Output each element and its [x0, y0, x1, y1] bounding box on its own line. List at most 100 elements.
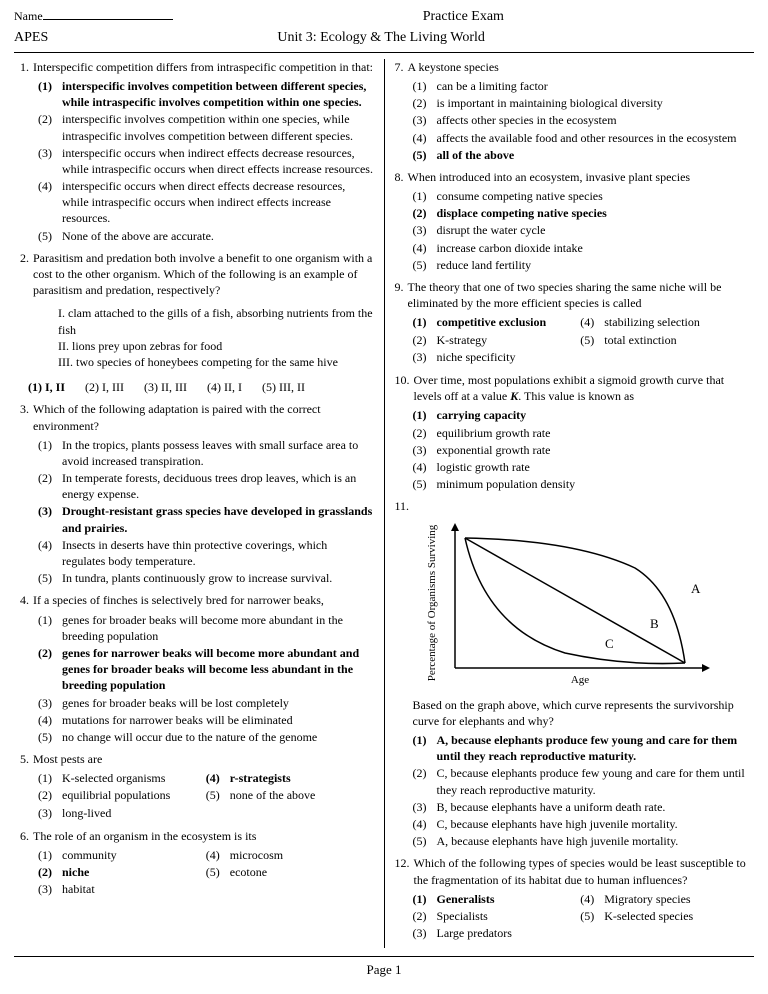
q7-o4n: (4)	[413, 130, 437, 146]
q9-o3: niche specificity	[437, 349, 581, 365]
q12-o2n: (2)	[413, 908, 437, 924]
q4-o3: genes for broader beaks will be lost com…	[62, 695, 374, 711]
q11-num: 11.	[395, 498, 414, 514]
q5-o4n: (4)	[206, 770, 230, 786]
q8-stem: When introduced into an ecosystem, invas…	[408, 169, 749, 185]
q8-o5n: (5)	[413, 257, 437, 273]
question-3: 3.Which of the following adaptation is p…	[20, 401, 374, 586]
q2-a3n: (3)	[144, 380, 158, 394]
q5-o5n: (5)	[206, 787, 230, 803]
q9-o3n: (3)	[413, 349, 437, 365]
q3-o1: In the tropics, plants possess leaves wi…	[62, 437, 374, 469]
q9-stem: The theory that one of two species shari…	[408, 279, 749, 311]
graph-label-c: C	[605, 636, 614, 651]
q5-num: 5.	[20, 751, 33, 767]
q2-stem: Parasitism and predation both involve a …	[33, 250, 374, 299]
q3-o4: Insects in deserts have thin protective …	[62, 537, 374, 569]
graph-label-b: B	[650, 616, 659, 631]
q7-o2: is important in maintaining biological d…	[437, 95, 749, 111]
q11-o2n: (2)	[413, 765, 437, 797]
q8-o1n: (1)	[413, 188, 437, 204]
q2-a2: I, III	[102, 380, 124, 394]
q8-o1: consume competing native species	[437, 188, 749, 204]
q4-o1n: (1)	[38, 612, 62, 644]
content-columns: 1.Interspecific competition differs from…	[14, 59, 754, 949]
q6-o2: niche	[62, 864, 206, 880]
q1-o3n: (3)	[38, 145, 62, 177]
q8-o2n: (2)	[413, 205, 437, 221]
q10-o1: carrying capacity	[437, 407, 749, 423]
q11-o5n: (5)	[413, 833, 437, 849]
q12-o1: Generalists	[437, 891, 581, 907]
q9-o2n: (2)	[413, 332, 437, 348]
q5-o2: equilibrial populations	[62, 787, 206, 803]
q6-o3n: (3)	[38, 881, 62, 897]
graph-xlabel: Age	[570, 674, 588, 686]
graph-label-a: A	[691, 581, 701, 596]
q10-o3n: (3)	[413, 442, 437, 458]
q4-o1: genes for broader beaks will become more…	[62, 612, 374, 644]
q3-o5n: (5)	[38, 570, 62, 586]
q7-o3n: (3)	[413, 112, 437, 128]
q1-o1n: (1)	[38, 78, 62, 110]
q7-num: 7.	[395, 59, 408, 75]
page-footer: Page 1	[14, 961, 754, 979]
q6-o5n: (5)	[206, 864, 230, 880]
name-label: Name	[14, 9, 43, 23]
q12-o4: Migratory species	[604, 891, 748, 907]
question-4: 4.If a species of finches is selectively…	[20, 592, 374, 745]
question-8: 8.When introduced into an ecosystem, inv…	[395, 169, 749, 273]
q7-stem: A keystone species	[408, 59, 749, 75]
q11-stem2: Based on the graph above, which curve re…	[395, 697, 749, 729]
q3-o1n: (1)	[38, 437, 62, 469]
q3-o5: In tundra, plants continuously grow to i…	[62, 570, 374, 586]
q5-o5: none of the above	[230, 787, 374, 803]
header-row-1: Name Practice Exam	[14, 8, 754, 27]
q2-r3: III. two species of honeybees competing …	[58, 354, 374, 370]
q3-o3n: (3)	[38, 503, 62, 535]
q10-o4n: (4)	[413, 459, 437, 475]
q7-o3: affects other species in the ecosystem	[437, 112, 749, 128]
q2-a3: II, III	[161, 380, 187, 394]
q8-o4: increase carbon dioxide intake	[437, 240, 749, 256]
question-5: 5.Most pests are (1)K-selected organisms…	[20, 751, 374, 822]
question-6: 6.The role of an organism in the ecosyst…	[20, 828, 374, 899]
q11-o1: A, because elephants produce few young a…	[437, 732, 749, 764]
q1-o2: interspecific involves competition withi…	[62, 111, 374, 143]
q11-o3n: (3)	[413, 799, 437, 815]
q4-o5: no change will occur due to the nature o…	[62, 729, 374, 745]
right-column: 7.A keystone species (1)can be a limitin…	[385, 59, 755, 949]
question-1: 1.Interspecific competition differs from…	[20, 59, 374, 244]
q4-o4n: (4)	[38, 712, 62, 728]
q1-o2n: (2)	[38, 111, 62, 143]
question-10: 10. Over time, most populations exhibit …	[395, 372, 749, 492]
q3-o3: Drought-resistant grass species have dev…	[62, 503, 374, 535]
q12-o3: Large predators	[437, 925, 581, 941]
practice-exam-title: Practice Exam	[173, 8, 754, 27]
q10-o5n: (5)	[413, 476, 437, 492]
q2-a5: III, II	[279, 380, 305, 394]
q9-o5n: (5)	[580, 332, 604, 348]
name-field: Name	[14, 8, 173, 24]
q5-o4: r-strategists	[230, 770, 374, 786]
q9-num: 9.	[395, 279, 408, 311]
q5-o3n: (3)	[38, 805, 62, 821]
q6-o1n: (1)	[38, 847, 62, 863]
q1-o3: interspecific occurs when indirect effec…	[62, 145, 374, 177]
q11-o2: C, because elephants produce few young a…	[437, 765, 749, 797]
q3-o2: In temperate forests, deciduous trees dr…	[62, 470, 374, 502]
q2-a4n: (4)	[207, 380, 221, 394]
q9-o1: competitive exclusion	[437, 314, 581, 330]
q10-o5: minimum population density	[437, 476, 749, 492]
q7-o2n: (2)	[413, 95, 437, 111]
q9-o4: stabilizing selection	[604, 314, 748, 330]
top-rule	[14, 52, 754, 53]
question-7: 7.A keystone species (1)can be a limitin…	[395, 59, 749, 163]
q5-o1n: (1)	[38, 770, 62, 786]
header-row-2: APES Unit 3: Ecology & The Living World	[14, 29, 754, 48]
name-blank-line	[43, 19, 173, 20]
q11-o5: A, because elephants have high juvenile …	[437, 833, 749, 849]
question-12: 12.Which of the following types of speci…	[395, 855, 749, 942]
bottom-rule	[14, 956, 754, 957]
q8-o3n: (3)	[413, 222, 437, 238]
